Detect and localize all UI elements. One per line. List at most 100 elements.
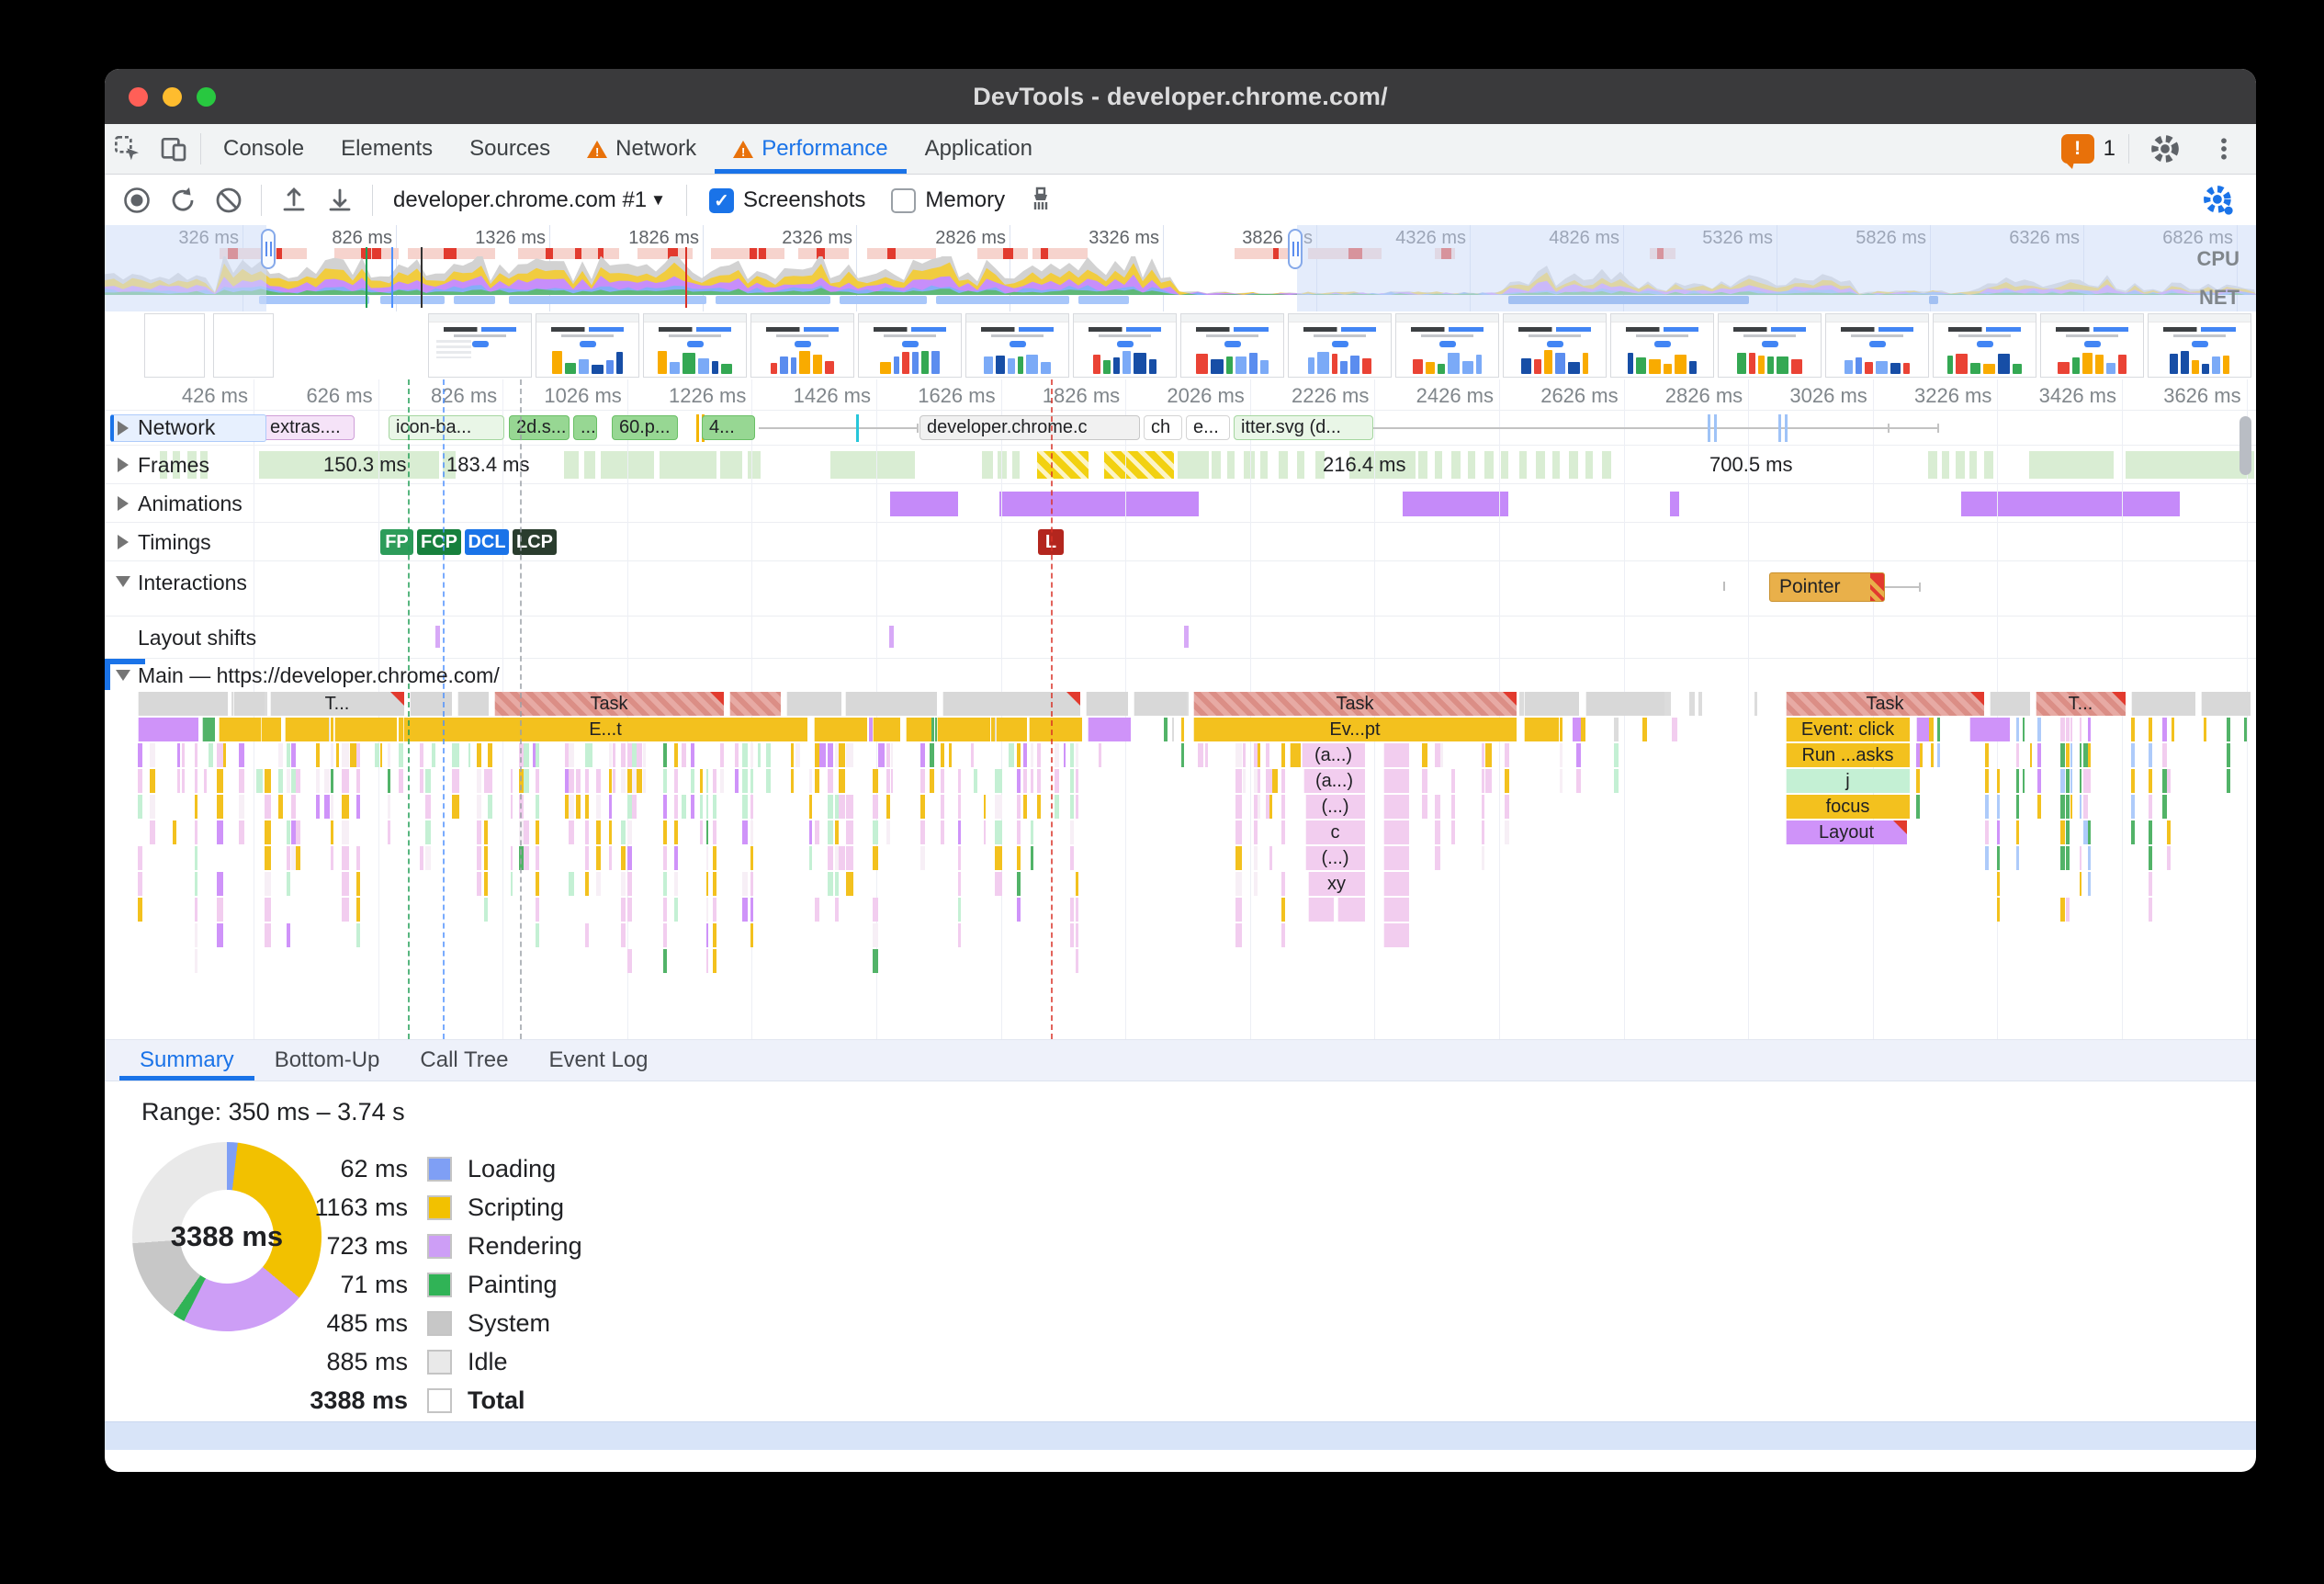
frame-segment[interactable] bbox=[720, 451, 742, 479]
device-toolbar-icon[interactable] bbox=[151, 124, 197, 174]
flame-event-bar[interactable]: (a...) bbox=[1302, 743, 1365, 767]
frame-segment[interactable] bbox=[1297, 451, 1304, 479]
flame-task-bar[interactable] bbox=[1990, 692, 2030, 716]
flame-event-bar[interactable]: (a...) bbox=[1303, 769, 1365, 793]
frame-segment[interactable] bbox=[1279, 451, 1288, 479]
frame-segment[interactable] bbox=[1212, 451, 1221, 479]
flame-event-bar[interactable] bbox=[906, 718, 931, 741]
frame-segment[interactable] bbox=[1585, 451, 1593, 479]
interaction-pointer-chip[interactable]: Pointer bbox=[1769, 572, 1885, 602]
flame-event-bar[interactable] bbox=[138, 718, 198, 741]
zoom-window-button[interactable] bbox=[197, 86, 216, 107]
frame-segment[interactable] bbox=[998, 451, 1007, 479]
load-profile-icon[interactable] bbox=[273, 179, 315, 221]
frame-segment[interactable] bbox=[1928, 451, 1937, 479]
tab-bottom-up[interactable]: Bottom-Up bbox=[274, 1047, 380, 1072]
close-window-button[interactable] bbox=[129, 86, 148, 107]
flame-event-bar[interactable] bbox=[814, 718, 867, 741]
frame-segment[interactable] bbox=[982, 451, 993, 479]
frame-segment[interactable] bbox=[660, 451, 716, 479]
frame-segment[interactable] bbox=[1435, 451, 1442, 479]
frame-segment[interactable] bbox=[1569, 451, 1578, 479]
frame-segment[interactable] bbox=[173, 451, 180, 479]
timing-marker-dcl[interactable]: DCL bbox=[465, 529, 509, 555]
tab-elements[interactable]: Elements bbox=[322, 124, 451, 174]
screenshot-thumbnail[interactable] bbox=[1180, 313, 1284, 378]
screenshot-thumbnail[interactable] bbox=[1933, 313, 2036, 378]
frame-segment[interactable] bbox=[1942, 451, 1949, 479]
flame-event-bar[interactable]: c bbox=[1305, 820, 1365, 844]
frame-segment[interactable] bbox=[443, 451, 456, 479]
frame-segment[interactable] bbox=[1552, 451, 1560, 479]
flame-event-bar[interactable] bbox=[996, 718, 1025, 741]
tab-performance[interactable]: ! Performance bbox=[715, 124, 906, 174]
save-profile-icon[interactable] bbox=[319, 179, 361, 221]
screenshot-thumbnail[interactable] bbox=[1073, 313, 1177, 378]
flame-event-bar[interactable] bbox=[1383, 846, 1409, 870]
frame-segment[interactable] bbox=[200, 451, 208, 479]
frame-segment[interactable] bbox=[1501, 451, 1508, 479]
flame-task-bar[interactable] bbox=[845, 692, 937, 716]
frame-segment[interactable] bbox=[1244, 451, 1255, 479]
frame-segment[interactable] bbox=[830, 451, 915, 479]
frame-segment[interactable] bbox=[1260, 451, 1268, 479]
history-dropdown[interactable]: developer.chrome.com #1 ▼ bbox=[384, 187, 675, 213]
frame-segment[interactable] bbox=[1602, 451, 1611, 479]
collapse-arrow-icon[interactable] bbox=[118, 535, 129, 549]
flame-event-bar[interactable]: (...) bbox=[1305, 846, 1365, 870]
flame-event-bar[interactable]: E...t bbox=[403, 718, 807, 741]
frame-segment[interactable] bbox=[2029, 451, 2114, 479]
tab-event-log[interactable]: Event Log bbox=[548, 1047, 649, 1072]
screenshot-thumbnail[interactable] bbox=[1610, 313, 1714, 378]
animation-bar[interactable] bbox=[1403, 492, 1508, 516]
track-row-animations[interactable]: Animations bbox=[105, 484, 2256, 523]
layout-shift-mark[interactable] bbox=[435, 626, 440, 648]
frame-segment[interactable] bbox=[187, 451, 197, 479]
kebab-menu-icon[interactable] bbox=[2201, 135, 2247, 163]
screenshot-thumbnail[interactable] bbox=[428, 313, 532, 378]
flame-task-bar[interactable]: Task bbox=[1193, 692, 1517, 716]
capture-settings-gear-icon[interactable] bbox=[2201, 175, 2236, 226]
flame-event-bar[interactable] bbox=[334, 718, 397, 741]
animation-bar[interactable] bbox=[1670, 492, 1679, 516]
network-request[interactable]: itter.svg (d... bbox=[1234, 415, 1373, 440]
flame-event-bar[interactable] bbox=[219, 718, 257, 741]
reload-and-record-button[interactable] bbox=[162, 179, 204, 221]
frame-segment[interactable] bbox=[1519, 451, 1527, 479]
gear-icon[interactable] bbox=[2142, 132, 2188, 165]
flame-event-bar[interactable] bbox=[937, 718, 990, 741]
frame-segment[interactable] bbox=[1984, 451, 1993, 479]
network-request[interactable]: developer.chrome.c bbox=[919, 415, 1140, 440]
partially-presented-frame[interactable] bbox=[1037, 451, 1089, 479]
flame-task-bar[interactable] bbox=[942, 692, 1080, 716]
flame-event-bar[interactable] bbox=[1383, 795, 1409, 819]
flame-event-bar[interactable] bbox=[1029, 718, 1082, 741]
flame-event-bar[interactable] bbox=[1383, 820, 1409, 844]
screenshot-thumbnail[interactable] bbox=[750, 313, 854, 378]
collapse-arrow-icon[interactable] bbox=[118, 421, 129, 436]
frame-segment[interactable] bbox=[160, 451, 167, 479]
network-request[interactable]: ch bbox=[1144, 415, 1182, 440]
network-request[interactable]: 2d.s... bbox=[509, 415, 570, 440]
flame-event-bar[interactable] bbox=[1916, 718, 1929, 741]
network-request[interactable]: e... bbox=[1186, 415, 1230, 440]
screenshot-thumbnail[interactable] bbox=[1825, 313, 1929, 378]
timing-marker-fcp[interactable]: FCP bbox=[417, 529, 461, 555]
tab-call-tree[interactable]: Call Tree bbox=[420, 1047, 509, 1072]
network-request[interactable]: 4... bbox=[702, 415, 755, 440]
screenshot-thumbnail[interactable] bbox=[536, 313, 639, 378]
flame-event-bar[interactable] bbox=[1290, 743, 1301, 767]
screenshot-thumbnail[interactable] bbox=[643, 313, 747, 378]
flame-task-bar[interactable] bbox=[138, 692, 228, 716]
minimize-window-button[interactable] bbox=[163, 86, 182, 107]
animation-bar[interactable] bbox=[890, 492, 958, 516]
flame-event-bar[interactable] bbox=[285, 718, 329, 741]
flame-event-bar[interactable] bbox=[1337, 898, 1365, 922]
flame-task-bar[interactable] bbox=[410, 692, 452, 716]
screenshot-thumbnail[interactable] bbox=[1503, 313, 1607, 378]
flame-event-bar[interactable] bbox=[202, 718, 215, 741]
selection-handle-left[interactable] bbox=[261, 229, 276, 269]
screenshot-thumbnail[interactable] bbox=[144, 313, 205, 378]
flame-task-bar[interactable] bbox=[2201, 692, 2251, 716]
